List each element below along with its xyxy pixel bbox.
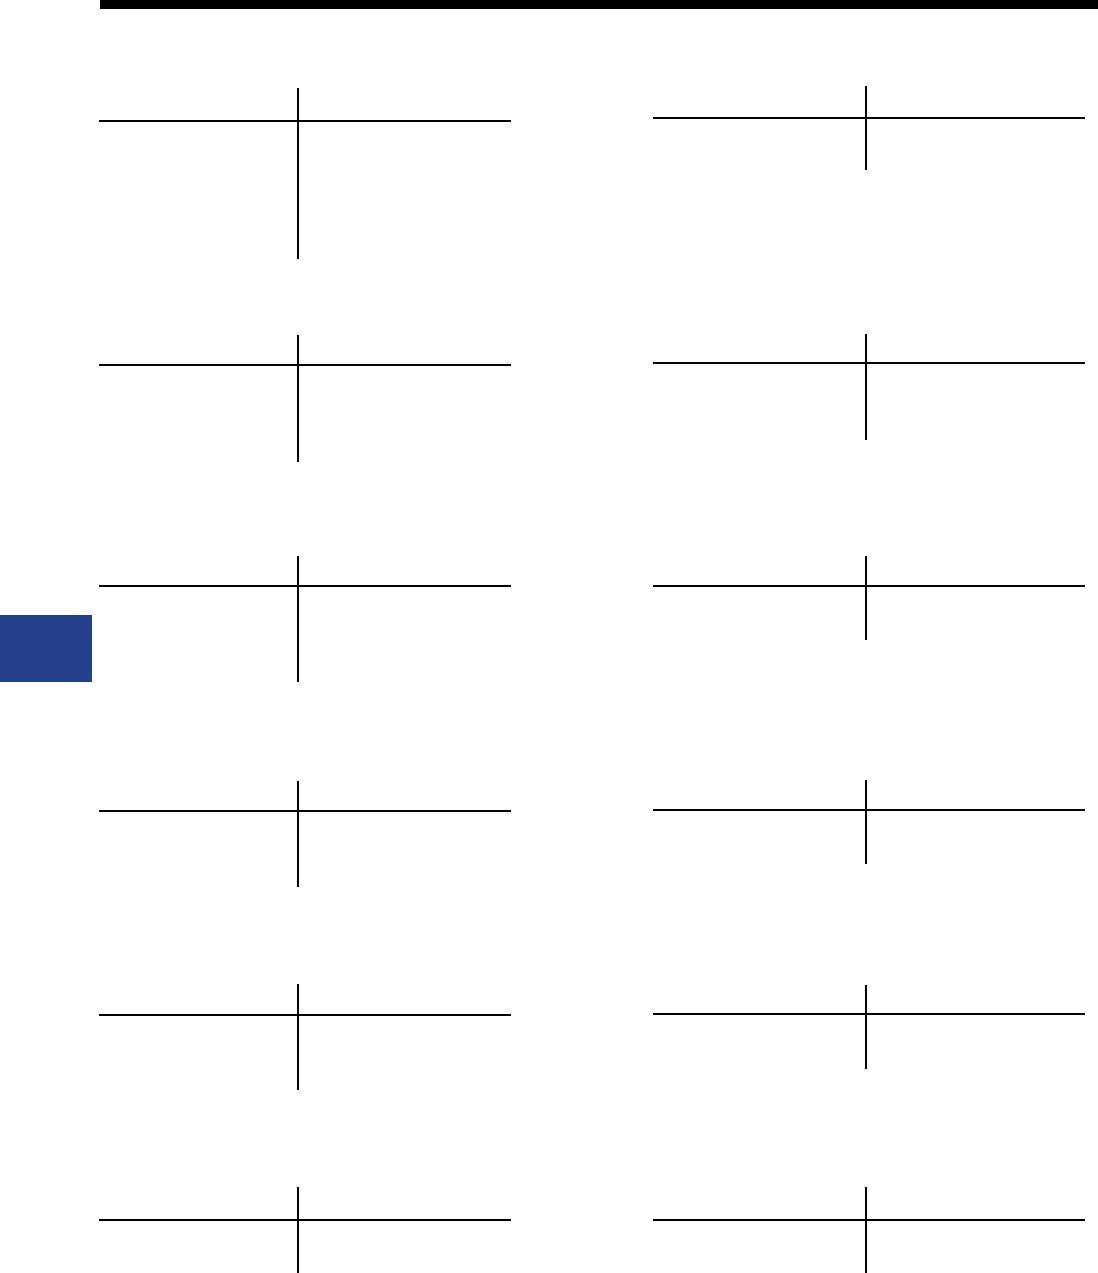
table-column-divider — [865, 556, 867, 640]
table-header-rule — [653, 1219, 1085, 1221]
section-thumb-index-marker[interactable] — [0, 615, 92, 682]
table-cell-left — [99, 1016, 297, 1090]
table-column-divider — [297, 556, 299, 682]
table-cell-left — [653, 587, 865, 640]
table-column-divider — [297, 1187, 299, 1273]
table-column-divider — [297, 335, 299, 462]
table-header-rule — [653, 362, 1085, 364]
table-header-rule — [99, 364, 511, 366]
header-rule-bar — [100, 0, 1098, 9]
table-cell-left — [99, 812, 297, 887]
table-cell-left — [653, 1221, 865, 1273]
table-header-rule — [99, 585, 511, 587]
table-column-divider — [297, 984, 299, 1090]
table-cell-left — [653, 119, 865, 170]
table-column-divider — [865, 780, 867, 864]
table-cell-right — [867, 364, 1085, 440]
table-cell-left — [99, 587, 297, 682]
table-cell-left — [653, 364, 865, 440]
table-header-rule — [99, 1219, 511, 1221]
table-cell-right — [867, 119, 1085, 170]
table-cell-right — [299, 1221, 511, 1273]
table-cell-right — [867, 1221, 1085, 1273]
table-cell-right — [299, 1016, 511, 1090]
table-cell-left — [99, 122, 297, 259]
table-header-rule — [99, 810, 511, 812]
table-column-divider — [865, 985, 867, 1069]
table-header-rule — [653, 809, 1085, 811]
table-column-divider — [865, 334, 867, 440]
table-cell-left — [99, 1221, 297, 1273]
table-column-divider — [297, 781, 299, 887]
left-column — [99, 88, 511, 1273]
table-header-rule — [653, 117, 1085, 119]
table-column-divider — [865, 86, 867, 170]
table-cell-right — [299, 366, 511, 462]
table-cell-right — [867, 1015, 1085, 1069]
table-column-divider — [865, 1187, 867, 1273]
table-cell-right — [299, 122, 511, 259]
table-header-rule — [653, 585, 1085, 587]
table-cell-left — [653, 811, 865, 864]
right-column — [600, 0, 1098, 1273]
table-cell-left — [99, 366, 297, 462]
table-header-rule — [99, 1014, 511, 1016]
table-header-rule — [99, 120, 511, 122]
table-cell-left — [653, 1015, 865, 1069]
table-cell-right — [867, 811, 1085, 864]
table-header-rule — [653, 1013, 1085, 1015]
table-cell-right — [867, 587, 1085, 640]
table-column-divider — [297, 88, 299, 259]
table-cell-right — [299, 812, 511, 887]
table-cell-right — [299, 587, 511, 682]
